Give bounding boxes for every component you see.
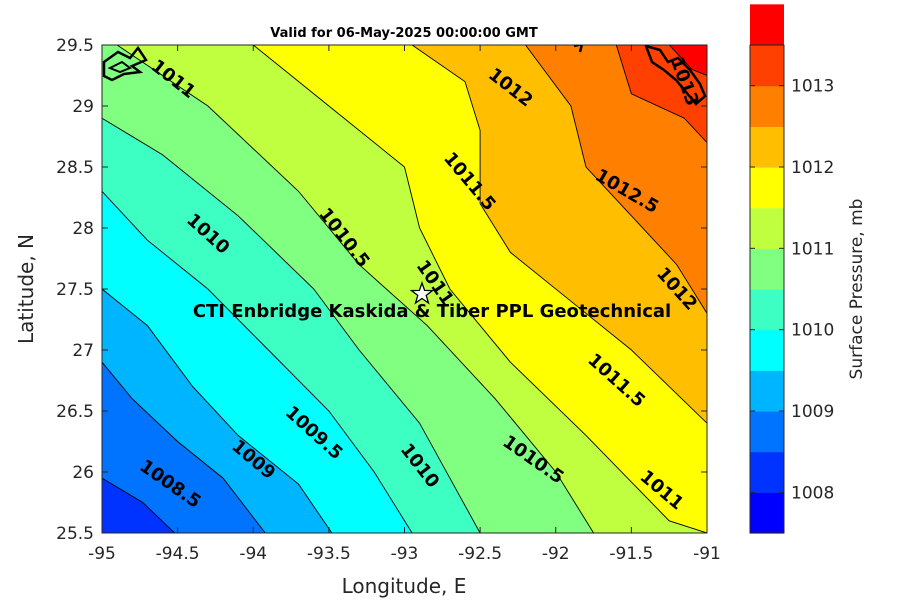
y-tick-label: 29.5	[56, 36, 94, 56]
x-axis-label: Longitude, E	[342, 574, 467, 598]
colorbar-swatch	[750, 411, 784, 453]
x-tick-label: -93	[391, 544, 419, 564]
y-axis: 29.5 29 28.5 28 27.5 27 26.5 26 25.5	[56, 36, 707, 544]
pressure-fill	[102, 45, 707, 533]
x-tick-label: -93.5	[307, 544, 351, 564]
colorbar-swatch	[750, 289, 784, 331]
isobar-lines	[102, 45, 707, 533]
colorbar-tick-label: 1012	[791, 158, 834, 178]
colorbar-tick-label: 1011	[791, 239, 834, 259]
colorbar-swatch	[750, 4, 784, 46]
colorbar-swatch	[750, 45, 784, 87]
y-tick-label: 28	[72, 219, 94, 239]
isobar-line	[411, 45, 707, 424]
isobar-line	[668, 45, 707, 76]
x-axis: -95 -94.5 -94 -93.5 -93 -92.5 -92 -91.5 -91	[88, 45, 721, 564]
x-tick-label: -94.5	[156, 544, 200, 564]
isobar-line	[116, 45, 594, 533]
colorbar-tick-label: 1008	[791, 483, 834, 503]
colorbar-swatch	[750, 370, 784, 412]
isobar-line	[102, 117, 481, 533]
y-tick-label: 26.5	[56, 402, 94, 422]
colorbar-swatch	[750, 207, 784, 249]
isobar-line	[525, 45, 707, 314]
colorbar-ticks: 1008 1009 1010 1011 1012 1013	[750, 77, 834, 503]
colorbar-swatch	[750, 126, 784, 168]
isobar-line	[102, 191, 413, 533]
y-tick-label: 25.5	[56, 524, 94, 544]
y-tick-label: 27.5	[56, 280, 94, 300]
isobar-line	[102, 477, 175, 533]
y-tick-label: 27	[72, 341, 94, 361]
isobar-line	[102, 288, 333, 533]
colorbar-swatch	[750, 248, 784, 290]
y-tick-label: 28.5	[56, 158, 94, 178]
isobar-line	[102, 361, 266, 533]
colorbar-frame	[749, 44, 785, 534]
colorbar-tick-label: 1010	[791, 321, 834, 341]
x-tick-label: -94	[239, 544, 267, 564]
colorbar-swatch	[750, 492, 784, 534]
site-star-marker	[409, 281, 435, 305]
x-tick-label: -95	[88, 544, 116, 564]
colorbar	[750, 4, 784, 534]
colorbar-swatch	[750, 329, 784, 371]
map-title: Valid for 06-May-2025 00:00:00 GMT	[270, 26, 538, 41]
pressure-band	[669, 45, 707, 76]
colorbar-tick-label: 1013	[791, 77, 834, 97]
colorbar-tick-label: 1009	[791, 402, 834, 422]
pressure-band	[525, 45, 707, 314]
y-tick-label: 29	[72, 97, 94, 117]
x-tick-label: -91.5	[609, 544, 653, 564]
x-tick-label: -91	[693, 544, 721, 564]
x-tick-label: -92.5	[458, 544, 502, 564]
coastline	[102, 45, 707, 106]
colorbar-swatch	[750, 167, 784, 209]
colorbar-swatch	[750, 85, 784, 127]
y-tick-label: 26	[72, 463, 94, 483]
x-tick-label: -92	[542, 544, 570, 564]
y-axis-label: Latitude, N	[14, 234, 38, 344]
site-annotation: CTI Enbridge Kaskida & Tiber PPL Geotech…	[193, 301, 671, 322]
isobar-line	[253, 45, 707, 533]
colorbar-label: Surface Pressure, mb	[847, 199, 867, 380]
colorbar-swatch	[750, 451, 784, 493]
isobar-line	[615, 45, 707, 143]
